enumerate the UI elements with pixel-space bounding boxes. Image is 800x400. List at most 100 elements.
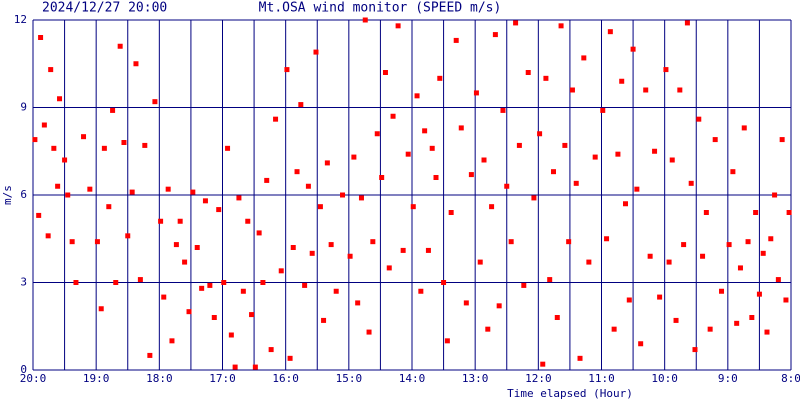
point	[489, 204, 495, 210]
point	[278, 268, 284, 274]
point	[692, 347, 698, 353]
point	[386, 265, 392, 271]
point	[268, 347, 274, 353]
point	[87, 186, 93, 192]
point	[504, 183, 510, 189]
point	[236, 195, 242, 201]
y-tick-label: 3	[20, 276, 27, 289]
y-tick-label: 0	[20, 363, 27, 376]
x-tick-label: 13:0	[462, 372, 489, 385]
point	[638, 341, 644, 347]
point	[554, 315, 560, 320]
point	[273, 116, 279, 122]
point	[48, 67, 54, 73]
y-tick-label: 12	[14, 13, 27, 26]
point	[444, 338, 450, 344]
point	[623, 201, 629, 207]
x-tick-label: 14:0	[399, 372, 426, 385]
point	[177, 218, 183, 224]
point	[194, 245, 200, 250]
point	[448, 210, 454, 215]
point	[264, 177, 270, 183]
point	[422, 128, 428, 134]
point	[190, 189, 196, 195]
point	[666, 259, 672, 265]
point	[340, 192, 346, 198]
point	[592, 154, 598, 160]
point	[508, 239, 514, 245]
point	[232, 364, 238, 370]
point	[379, 175, 385, 180]
point	[45, 233, 51, 239]
point	[566, 239, 572, 245]
point	[600, 107, 606, 113]
x-tick-label: 8:0	[781, 372, 800, 385]
point	[734, 320, 740, 326]
point	[433, 175, 439, 180]
point	[643, 87, 649, 93]
point	[65, 192, 71, 198]
point	[712, 137, 718, 143]
point	[142, 142, 148, 148]
point	[186, 309, 192, 315]
point	[611, 326, 617, 332]
point	[260, 280, 266, 285]
point	[294, 169, 300, 175]
point	[604, 236, 610, 242]
point	[741, 125, 747, 131]
point	[309, 250, 315, 256]
point	[133, 61, 139, 67]
point	[370, 239, 376, 245]
point	[707, 326, 713, 332]
x-tick-label: 16:0	[272, 372, 299, 385]
x-tick-label: 18:0	[146, 372, 173, 385]
point	[328, 242, 334, 248]
point	[333, 288, 339, 294]
x-tick-label: 20:0	[20, 372, 47, 385]
point	[677, 87, 683, 93]
y-tick-label: 6	[20, 188, 27, 201]
point	[51, 145, 57, 151]
point	[543, 75, 549, 81]
point	[287, 355, 293, 361]
y-tick-label: 9	[20, 101, 27, 114]
point	[165, 186, 171, 192]
chart-title: Mt.OSA wind monitor (SPEED m/s)	[259, 1, 502, 16]
point	[569, 87, 575, 93]
point	[586, 259, 592, 265]
point	[121, 140, 127, 145]
point	[441, 280, 447, 285]
x-tick-label: 9:0	[718, 372, 738, 385]
point	[240, 288, 246, 294]
point	[775, 277, 781, 283]
point	[516, 142, 522, 148]
point	[374, 131, 380, 137]
point	[425, 247, 431, 253]
point	[182, 259, 188, 265]
point	[290, 245, 296, 250]
point	[152, 99, 158, 105]
point	[626, 297, 632, 303]
point	[199, 285, 205, 291]
point	[321, 317, 327, 323]
point	[764, 329, 770, 335]
point	[753, 210, 759, 215]
point	[55, 183, 61, 189]
point	[245, 218, 251, 224]
point	[125, 233, 131, 239]
x-axis-label: Time elapsed (Hour)	[507, 387, 633, 400]
point	[57, 96, 63, 102]
point	[547, 277, 553, 283]
point	[355, 300, 361, 306]
point	[492, 32, 498, 38]
point	[256, 230, 262, 236]
point	[663, 67, 669, 73]
point	[207, 282, 213, 288]
point	[437, 75, 443, 81]
point	[521, 282, 527, 288]
point	[696, 116, 702, 122]
point	[362, 17, 368, 23]
point	[221, 280, 227, 285]
point	[684, 20, 690, 26]
